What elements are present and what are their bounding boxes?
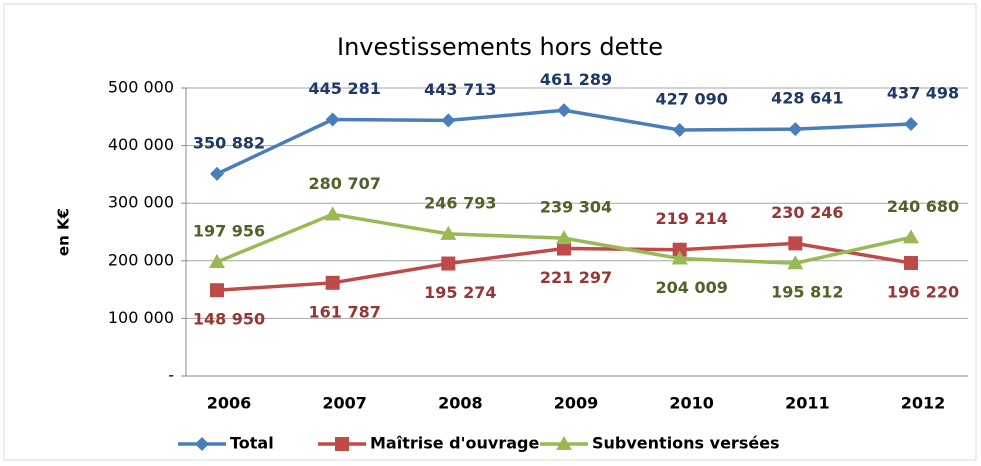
data-label: 350 882 [193,133,265,152]
data-label: 219 214 [655,209,727,228]
legend-marker [556,436,572,450]
x-tick-label: 2012 [901,394,946,413]
point-marker [210,283,224,298]
data-label: 445 281 [308,79,380,98]
legend-label: Subventions versées [592,434,780,453]
data-label: 443 713 [424,80,496,99]
legend-marker [335,437,349,451]
legend-label: Total [230,434,274,453]
point-marker [210,166,224,181]
data-label: 239 304 [540,198,612,217]
data-label: 204 009 [655,278,727,297]
chart-title: Investissements hors dette [337,33,663,61]
data-label: 240 680 [887,197,959,216]
data-label: 427 090 [655,89,727,108]
data-label: 437 498 [887,84,959,103]
data-label: 246 793 [424,193,496,212]
point-marker [556,230,572,245]
data-label: 280 707 [308,174,380,193]
x-tick-label: 2008 [438,394,483,413]
point-marker [440,225,457,240]
point-marker [557,241,571,256]
data-label: 221 297 [540,268,612,287]
data-label: 196 220 [887,282,959,301]
point-marker [904,255,918,270]
point-marker [325,275,340,290]
point-marker [788,236,803,251]
data-label: 197 956 [193,221,265,240]
data-label: 230 246 [771,203,843,222]
y-tick-label: 400 000 [108,135,174,154]
data-label: 461 289 [540,70,612,89]
x-tick-label: 2011 [785,394,830,413]
point-marker [671,250,688,265]
point-marker [209,253,225,268]
data-label: 195 274 [424,283,496,302]
x-tick-label: 2009 [554,394,599,413]
y-tick-label: 100 000 [108,308,174,327]
point-marker [672,122,687,137]
point-marker [787,255,804,270]
point-marker [325,112,340,127]
x-tick-label: 2007 [322,394,367,413]
x-tick-label: 2006 [207,394,252,413]
point-marker [904,117,918,132]
y-tick-label: - [168,366,174,385]
legend-marker [195,437,209,451]
y-tick-label: 300 000 [108,193,174,212]
point-marker [441,113,456,128]
x-tick-label: 2010 [669,394,714,413]
point-marker [324,206,341,221]
point-marker [903,229,919,244]
data-label: 161 787 [308,302,380,321]
chart-frame [3,3,977,461]
point-marker [441,256,456,271]
y-tick-label: 200 000 [108,250,174,269]
legend-label: Maîtrise d'ouvrage [370,434,539,453]
point-marker [788,122,803,137]
point-marker [672,242,687,257]
point-marker [557,103,571,118]
y-axis-label: en K€ [55,208,73,256]
data-label: 428 641 [771,89,843,108]
data-label: 148 950 [193,310,265,329]
data-label: 195 812 [771,283,843,302]
y-tick-label: 500 000 [108,78,174,97]
